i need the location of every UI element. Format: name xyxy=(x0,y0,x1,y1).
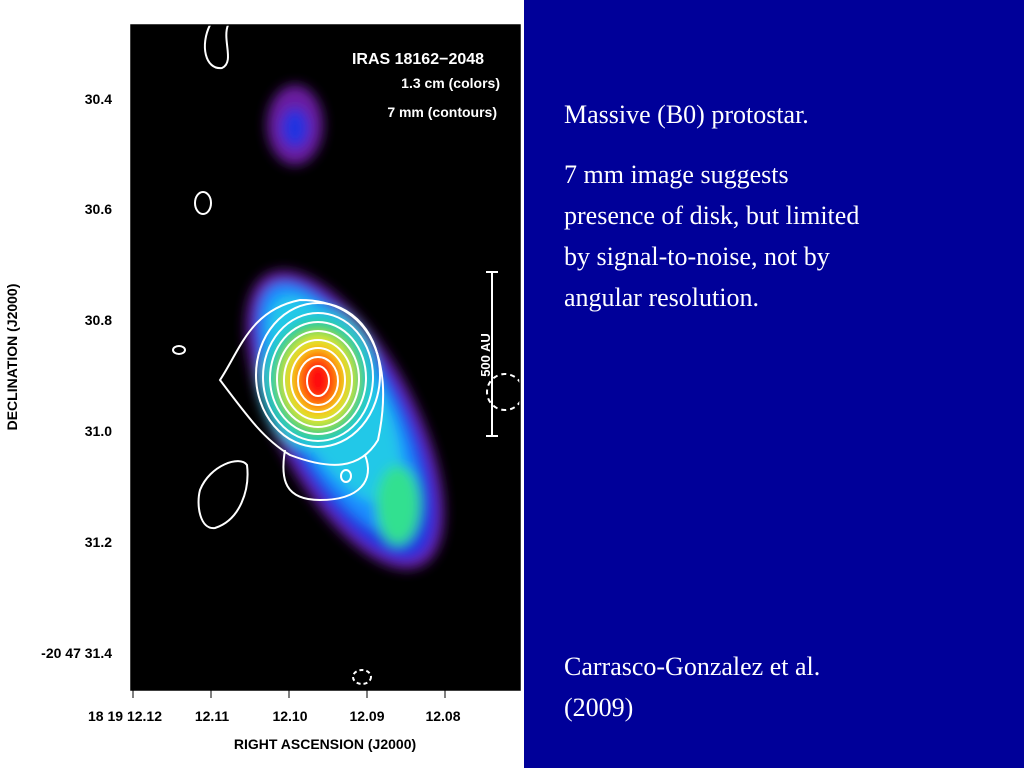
text-line: by signal-to-noise, not by xyxy=(564,242,830,271)
text-line: presence of disk, but limited xyxy=(564,201,860,230)
y-axis-label: DECLINATION (J2000) xyxy=(4,284,20,431)
x-tick-label: 12.08 xyxy=(425,708,460,724)
x-tick-label: 12.10 xyxy=(272,708,307,724)
heading: Massive (B0) protostar. xyxy=(564,100,809,129)
y-tick-label: 31.2 xyxy=(85,534,112,550)
x-tick-label: 18 19 12.12 xyxy=(88,708,162,724)
x-tick-label: 12.11 xyxy=(195,708,229,724)
x-tick-label: 12.09 xyxy=(349,708,384,724)
text-line: angular resolution. xyxy=(564,283,759,312)
figure: IRAS 18162−2048 1.3 cm (colors) 7 mm (co… xyxy=(4,24,524,752)
y-tick-label: 31.0 xyxy=(85,423,112,439)
y-tick-labels: 30.4 30.6 30.8 31.0 31.2 -20 47 31.4 xyxy=(41,91,112,661)
legend-entry: 1.3 cm (colors) xyxy=(401,75,500,91)
scale-label: 500 AU xyxy=(478,333,493,377)
plot-frame xyxy=(130,24,521,691)
y-tick-label: 30.6 xyxy=(85,201,112,217)
y-tick-label: -20 47 31.4 xyxy=(41,645,112,661)
text-line: (2009) xyxy=(564,693,634,722)
text-line: Carrasco-Gonzalez et al. xyxy=(564,652,821,681)
text-panel: Massive (B0) protostar. 7 mm image sugge… xyxy=(524,0,1024,768)
contours xyxy=(172,24,524,685)
x-axis-label: RIGHT ASCENSION (J2000) xyxy=(234,736,416,752)
legend-entry: 7 mm (contours) xyxy=(387,104,497,120)
ticks xyxy=(131,98,446,698)
scale-bar xyxy=(486,271,498,437)
text-line: 7 mm image suggests xyxy=(564,160,789,189)
y-tick-label: 30.8 xyxy=(85,312,112,328)
x-tick-labels: 18 19 12.12 12.11 12.10 12.09 12.08 xyxy=(88,708,461,724)
figure-title: IRAS 18162−2048 xyxy=(352,51,484,68)
y-tick-label: 30.4 xyxy=(85,91,112,107)
